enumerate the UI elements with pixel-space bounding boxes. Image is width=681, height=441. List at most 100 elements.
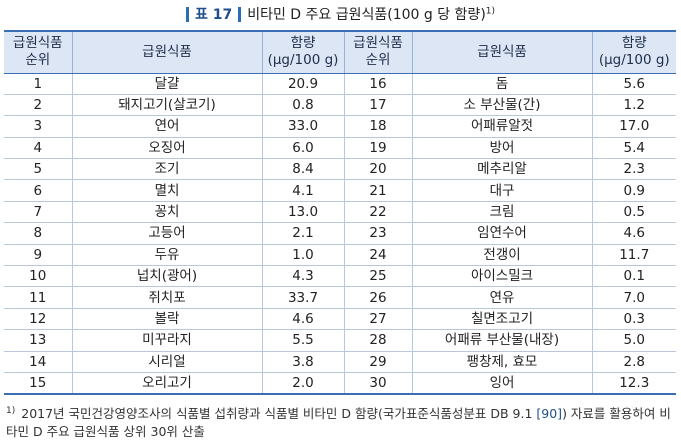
cell-food-2: 어패류 부산물(내장) bbox=[411, 329, 593, 352]
table-row: 2 돼지고기(살코기) 0.8 17 소 부산물(간) 1.2 bbox=[4, 93, 676, 117]
table-title: 표 17 비타민 D 주요 급원식품(100 g 당 함량)1) bbox=[185, 4, 496, 24]
cell-rank-1: 9 bbox=[4, 243, 73, 267]
table-row: 13 미꾸라지 5.5 28 어패류 부산물(내장) 5.0 bbox=[4, 329, 676, 352]
cell-rank-1: 14 bbox=[4, 350, 73, 373]
table-body: 1 달걀 20.9 16 돔 5.6 2 돼지고기(살코기) 0.8 17 소 부산물(간) 1.2 3… bbox=[4, 72, 676, 395]
table-caption-footnote-mark: 1) bbox=[485, 6, 496, 17]
cell-amount-2: 12.3 bbox=[591, 371, 676, 395]
cell-food-2: 팽창제, 효모 bbox=[411, 350, 593, 373]
table-row: 5 조기 8.4 20 메추리알 2.3 bbox=[4, 158, 676, 181]
cell-amount-1: 4.3 bbox=[261, 265, 345, 288]
cell-amount-2: 11.7 bbox=[591, 243, 676, 267]
cell-rank-1: 2 bbox=[4, 93, 73, 117]
cell-rank-2: 29 bbox=[343, 350, 413, 373]
cell-food-2: 아이스밀크 bbox=[411, 265, 593, 288]
table-row: 10 넙치(광어) 4.3 25 아이스밀크 0.1 bbox=[4, 265, 676, 288]
cell-amount-1: 2.1 bbox=[261, 222, 345, 245]
cell-food-1: 오리고기 bbox=[71, 371, 263, 395]
cell-rank-1: 1 bbox=[4, 72, 73, 95]
cell-rank-1: 5 bbox=[4, 158, 73, 181]
cell-amount-2: 5.6 bbox=[591, 72, 676, 95]
cell-rank-1: 7 bbox=[4, 200, 73, 224]
table-row: 6 멸치 4.1 21 대구 0.9 bbox=[4, 179, 676, 202]
cell-rank-1: 8 bbox=[4, 222, 73, 245]
table-row: 12 볼락 4.6 27 칠면조고기 0.3 bbox=[4, 307, 676, 331]
header-food-1: 급원식품 bbox=[71, 30, 263, 74]
title-right-bar bbox=[238, 6, 242, 22]
cell-rank-1: 13 bbox=[4, 329, 73, 352]
cell-food-1: 넙치(광어) bbox=[71, 265, 263, 288]
header-rank-1: 급원식품 순위 bbox=[4, 30, 73, 74]
cell-amount-2: 0.3 bbox=[591, 307, 676, 331]
table-number-label: 표 17 bbox=[194, 7, 233, 23]
cell-food-1: 달걀 bbox=[71, 72, 263, 95]
cell-rank-1: 15 bbox=[4, 371, 73, 395]
table-header-row: 급원식품 순위 급원식품 함량 (μg/100 g) 급원식품 순위 급원식품 함량(… bbox=[4, 30, 676, 74]
cell-rank-2: 16 bbox=[343, 72, 413, 95]
cell-food-1: 미꾸라지 bbox=[71, 329, 263, 352]
table-row: 11 쥐치포 33.7 26 연유 7.0 bbox=[4, 286, 676, 309]
cell-food-1: 오징어 bbox=[71, 136, 263, 160]
cell-food-1: 고등어 bbox=[71, 222, 263, 245]
cell-amount-2: 0.1 bbox=[591, 265, 676, 288]
cell-amount-1: 33.7 bbox=[261, 286, 345, 309]
cell-amount-2: 7.0 bbox=[591, 286, 676, 309]
cell-rank-1: 10 bbox=[4, 265, 73, 288]
cell-food-1: 쥐치포 bbox=[71, 286, 263, 309]
table-title-row: 표 17 비타민 D 주요 급원식품(100 g 당 함량)1) bbox=[0, 2, 681, 26]
cell-food-2: 잉어 bbox=[411, 371, 593, 395]
cell-amount-2: 2.3 bbox=[591, 158, 676, 181]
footnote: 1) 2017년 국민건강영양조사의 식품별 섭취량과 식품별 비타민 D 함량(… bbox=[6, 402, 676, 441]
header-amount-2: 함량 (μg/100 g) bbox=[591, 30, 676, 74]
table-row: 8 고등어 2.1 23 임연수어 4.6 bbox=[4, 222, 676, 245]
cell-amount-2: 1.2 bbox=[591, 93, 676, 117]
cell-rank-2: 20 bbox=[343, 158, 413, 181]
table-row: 9 두유 1.0 24 전갱이 11.7 bbox=[4, 243, 676, 267]
cell-rank-1: 4 bbox=[4, 136, 73, 160]
cell-amount-1: 0.8 bbox=[261, 93, 345, 117]
cell-food-2: 대구 bbox=[411, 179, 593, 202]
cell-rank-2: 30 bbox=[343, 371, 413, 395]
cell-amount-1: 3.8 bbox=[261, 350, 345, 373]
header-amount-1: 함량 (μg/100 g) bbox=[261, 30, 345, 74]
cell-amount-2: 17.0 bbox=[591, 115, 676, 138]
cell-rank-1: 11 bbox=[4, 286, 73, 309]
cell-rank-2: 25 bbox=[343, 265, 413, 288]
cell-rank-1: 12 bbox=[4, 307, 73, 331]
cell-amount-1: 20.9 bbox=[261, 72, 345, 95]
cell-rank-2: 28 bbox=[343, 329, 413, 352]
cell-amount-2: 5.4 bbox=[591, 136, 676, 160]
footnote-text-after: ) 자료를 활용하여 비타민 D 주요 급원식품 상위 30위 산출 bbox=[6, 406, 671, 440]
table-row: 14 시리얼 3.8 29 팽창제, 효모 2.8 bbox=[4, 350, 676, 373]
cell-amount-1: 4.6 bbox=[261, 307, 345, 331]
cell-rank-2: 18 bbox=[343, 115, 413, 138]
cell-food-1: 멸치 bbox=[71, 179, 263, 202]
cell-rank-2: 24 bbox=[343, 243, 413, 267]
cell-amount-2: 0.9 bbox=[591, 179, 676, 202]
vitamin-d-source-table: 급원식품 순위 급원식품 함량 (μg/100 g) 급원식품 순위 급원식품 함량(… bbox=[4, 30, 676, 395]
table-caption-text: 비타민 D 주요 급원식품(100 g 당 함량) bbox=[247, 7, 486, 23]
cell-rank-1: 6 bbox=[4, 179, 73, 202]
cell-rank-2: 22 bbox=[343, 200, 413, 224]
cell-food-1: 조기 bbox=[71, 158, 263, 181]
cell-food-2: 칠면조고기 bbox=[411, 307, 593, 331]
cell-food-1: 시리얼 bbox=[71, 350, 263, 373]
footnote-reference-link[interactable]: [90] bbox=[536, 406, 563, 422]
cell-food-2: 메추리알 bbox=[411, 158, 593, 181]
cell-rank-2: 27 bbox=[343, 307, 413, 331]
cell-food-1: 두유 bbox=[71, 243, 263, 267]
cell-amount-1: 6.0 bbox=[261, 136, 345, 160]
cell-amount-2: 2.8 bbox=[591, 350, 676, 373]
cell-food-2: 소 부산물(간) bbox=[411, 93, 593, 117]
table-row: 3 연어 33.0 18 어패류알젓 17.0 bbox=[4, 115, 676, 138]
cell-food-2: 연유 bbox=[411, 286, 593, 309]
footnote-text-before: 2017년 국민건강영양조사의 식품별 섭취량과 식품별 비타민 D 함량(국가… bbox=[21, 406, 537, 422]
footnote-mark: 1) bbox=[6, 406, 16, 416]
cell-food-2: 크림 bbox=[411, 200, 593, 224]
cell-food-2: 전갱이 bbox=[411, 243, 593, 267]
cell-amount-1: 8.4 bbox=[261, 158, 345, 181]
cell-amount-2: 0.5 bbox=[591, 200, 676, 224]
cell-amount-1: 1.0 bbox=[261, 243, 345, 267]
cell-amount-1: 5.5 bbox=[261, 329, 345, 352]
cell-rank-1: 3 bbox=[4, 115, 73, 138]
